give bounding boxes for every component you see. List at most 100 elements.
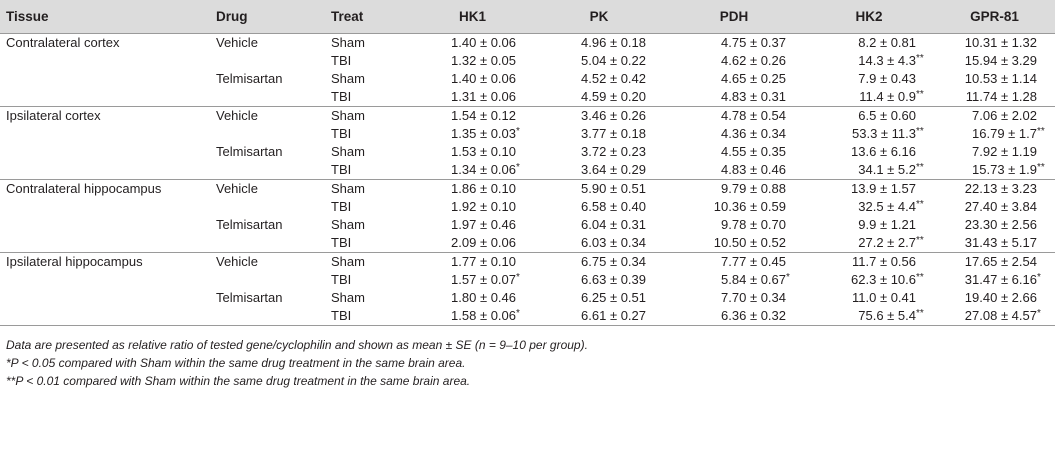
pdh-value: 4.83 ± 0.46 <box>721 162 786 177</box>
hk2-value-cell: 75.6 ± 5.4** <box>804 307 934 326</box>
tissue-cell <box>0 198 216 216</box>
drug-cell: Telmisartan <box>216 290 283 305</box>
table-row: TBI 1.32 ± 0.05 5.04 ± 0.22 4.62 ± 0.26 14.3… <box>0 52 1055 70</box>
footnote-p-005: *P < 0.05 compared with Sham within the … <box>6 356 466 370</box>
hk2-value-cell: 32.5 ± 4.4** <box>804 198 934 216</box>
gpr81-value: 19.40 ± 2.66 <box>964 290 1037 305</box>
significance-marker: * <box>516 162 520 173</box>
drug-cell: Telmisartan <box>216 217 283 232</box>
pk-value-cell: 6.61 ± 0.27 <box>534 307 664 326</box>
tissue-cell <box>0 234 216 253</box>
pk-value-cell: 6.03 ± 0.34 <box>534 234 664 253</box>
treat-cell: Sham <box>331 35 365 50</box>
pdh-value-cell: 4.78 ± 0.54 <box>664 107 804 126</box>
tissue-cell: Ipsilateral hippocampus <box>6 254 143 269</box>
gpr81-value: 16.79 ± 1.7 <box>972 126 1037 141</box>
significance-marker: ** <box>916 308 924 319</box>
hk2-value-cell: 11.0 ± 0.41 <box>804 289 934 307</box>
hk2-value: 11.7 ± 0.56 <box>852 254 916 269</box>
pk-value: 6.04 ± 0.31 <box>581 217 646 232</box>
tissue-cell: Contralateral hippocampus <box>6 181 162 196</box>
hk1-value: 1.57 ± 0.07 <box>451 272 516 287</box>
hk2-value: 7.9 ± 0.43 <box>858 71 916 86</box>
table-row: Ipsilateral cortex Vehicle Sham 1.54 ± 0.12… <box>0 107 1055 126</box>
hk2-value: 14.3 ± 4.3 <box>858 53 916 68</box>
hk1-value-cell: 1.77 ± 0.10 <box>411 253 534 272</box>
table-row: Telmisartan Sham 1.97 ± 0.46 6.04 ± 0.31 9.7… <box>0 216 1055 234</box>
drug-cell: Vehicle <box>216 35 258 50</box>
header-treat: Treat <box>331 0 411 34</box>
pk-value: 6.63 ± 0.39 <box>581 272 646 287</box>
hk1-value: 1.35 ± 0.03 <box>451 126 516 141</box>
gpr81-value-cell: 31.47 ± 6.16* <box>934 271 1055 289</box>
tissue-cell <box>0 143 216 161</box>
table-row: TBI 1.58 ± 0.06* 6.61 ± 0.27 6.36 ± 0.32 75.… <box>0 307 1055 326</box>
pdh-value-cell: 10.36 ± 0.59 <box>664 198 804 216</box>
gpr81-value: 7.06 ± 2.02 <box>972 108 1037 123</box>
pk-value: 5.04 ± 0.22 <box>581 53 646 68</box>
hk1-value: 1.40 ± 0.06 <box>451 35 516 50</box>
hk2-value: 11.0 ± 0.41 <box>852 290 916 305</box>
gpr81-value-cell: 22.13 ± 3.23 <box>934 180 1055 199</box>
drug-cell: Vehicle <box>216 181 258 196</box>
pdh-value: 7.70 ± 0.34 <box>721 290 786 305</box>
pk-value: 4.96 ± 0.18 <box>581 35 646 50</box>
pdh-value-cell: 7.77 ± 0.45 <box>664 253 804 272</box>
gpr81-value-cell: 7.92 ± 1.19 <box>934 143 1055 161</box>
data-table-container: Tissue Drug Treat HK1 PK PDH HK2 GPR-81 … <box>0 0 1055 388</box>
hk2-value-cell: 11.4 ± 0.9** <box>804 88 934 107</box>
gpr81-value: 27.40 ± 3.84 <box>964 199 1037 214</box>
pk-value: 4.59 ± 0.20 <box>581 89 646 104</box>
pk-value-cell: 6.25 ± 0.51 <box>534 289 664 307</box>
significance-marker: * <box>786 272 790 283</box>
pdh-value: 4.75 ± 0.37 <box>721 35 786 50</box>
drug-cell: Vehicle <box>216 254 258 269</box>
pdh-value-cell: 4.62 ± 0.26 <box>664 52 804 70</box>
significance-marker: ** <box>916 53 924 64</box>
significance-marker: ** <box>916 162 924 173</box>
pdh-value-cell: 4.55 ± 0.35 <box>664 143 804 161</box>
hk2-value-cell: 62.3 ± 10.6** <box>804 271 934 289</box>
treat-cell: Sham <box>331 290 365 305</box>
gpr81-value-cell: 15.73 ± 1.9** <box>934 161 1055 180</box>
hk1-value: 1.53 ± 0.10 <box>451 144 516 159</box>
pk-value: 6.03 ± 0.34 <box>581 235 646 250</box>
treat-cell: Sham <box>331 144 365 159</box>
significance-marker: ** <box>916 199 924 210</box>
treat-cell: Sham <box>331 71 365 86</box>
hk1-value: 1.86 ± 0.10 <box>451 181 516 196</box>
hk1-value-cell: 1.32 ± 0.05 <box>411 52 534 70</box>
table-row: Telmisartan Sham 1.53 ± 0.10 3.72 ± 0.23 4.5… <box>0 143 1055 161</box>
pk-value: 3.77 ± 0.18 <box>581 126 646 141</box>
hk2-value: 34.1 ± 5.2 <box>858 162 916 177</box>
hk2-value-cell: 27.2 ± 2.7** <box>804 234 934 253</box>
hk2-value: 9.9 ± 1.21 <box>858 217 916 232</box>
hk1-value-cell: 1.86 ± 0.10 <box>411 180 534 199</box>
hk1-value: 1.40 ± 0.06 <box>451 71 516 86</box>
tissue-cell <box>0 271 216 289</box>
hk2-value: 62.3 ± 10.6 <box>851 272 916 287</box>
drug-cell <box>216 271 331 289</box>
pdh-value: 6.36 ± 0.32 <box>721 308 786 323</box>
gpr81-value-cell: 17.65 ± 2.54 <box>934 253 1055 272</box>
pk-value-cell: 5.04 ± 0.22 <box>534 52 664 70</box>
pdh-value-cell: 4.65 ± 0.25 <box>664 70 804 88</box>
table-body: Contralateral cortex Vehicle Sham 1.40 ± 0.… <box>0 34 1055 326</box>
hk1-value-cell: 1.40 ± 0.06 <box>411 34 534 53</box>
footnote-p-001: **P < 0.01 compared with Sham within the… <box>6 374 471 388</box>
table-row: TBI 2.09 ± 0.06 6.03 ± 0.34 10.50 ± 0.52 27.… <box>0 234 1055 253</box>
significance-marker: * <box>516 272 520 283</box>
table-row: Telmisartan Sham 1.40 ± 0.06 4.52 ± 0.42 4.6… <box>0 70 1055 88</box>
gpr81-value: 7.92 ± 1.19 <box>972 144 1037 159</box>
pdh-value: 4.65 ± 0.25 <box>721 71 786 86</box>
significance-marker: * <box>1037 272 1041 283</box>
tissue-cell <box>0 125 216 143</box>
pk-value-cell: 4.59 ± 0.20 <box>534 88 664 107</box>
pk-value-cell: 6.58 ± 0.40 <box>534 198 664 216</box>
drug-cell <box>216 52 331 70</box>
pk-value: 6.58 ± 0.40 <box>581 199 646 214</box>
table-row: TBI 1.31 ± 0.06 4.59 ± 0.20 4.83 ± 0.31 11.4… <box>0 88 1055 107</box>
hk2-value-cell: 8.2 ± 0.81 <box>804 34 934 53</box>
tissue-cell: Contralateral cortex <box>6 35 120 50</box>
hk1-value-cell: 1.57 ± 0.07* <box>411 271 534 289</box>
